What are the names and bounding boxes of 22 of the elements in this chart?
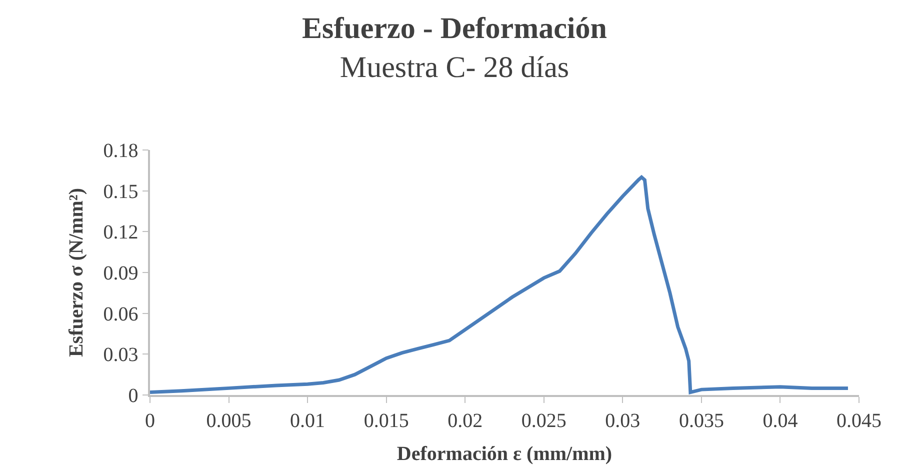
x-axis-title: Deformación ε (mm/mm): [396, 442, 612, 465]
x-tick-label: 0.035: [678, 410, 724, 432]
y-tick-label: 0.18: [103, 140, 138, 162]
x-tick-label: 0.02: [448, 410, 483, 432]
y-tick-label: 0: [128, 385, 138, 407]
y-tick-label: 0.09: [103, 262, 138, 284]
chart-title: Esfuerzo - Deformación: [302, 12, 608, 45]
x-tick-label: 0.005: [206, 410, 252, 432]
chart-subtitle: Muestra C- 28 días: [340, 51, 570, 84]
y-tick-label: 0.03: [103, 344, 138, 366]
x-tick-label: 0.045: [836, 410, 882, 432]
x-tick-label: 0.025: [521, 410, 566, 432]
line-series: [150, 175, 850, 394]
x-tick-label: 0.015: [364, 410, 409, 432]
x-tick-label: 0.04: [762, 410, 798, 432]
x-tick-label: 0: [145, 410, 155, 432]
y-tick-label: 0.12: [103, 222, 138, 244]
x-tick-label: 0.03: [605, 410, 640, 432]
y-tick-label: 0.06: [103, 303, 138, 326]
y-tick-label: 0.15: [103, 180, 138, 203]
y-axis-title: Esfuerzo σ (N/mm²): [65, 188, 88, 358]
x-tick-label: 0.01: [290, 410, 326, 432]
